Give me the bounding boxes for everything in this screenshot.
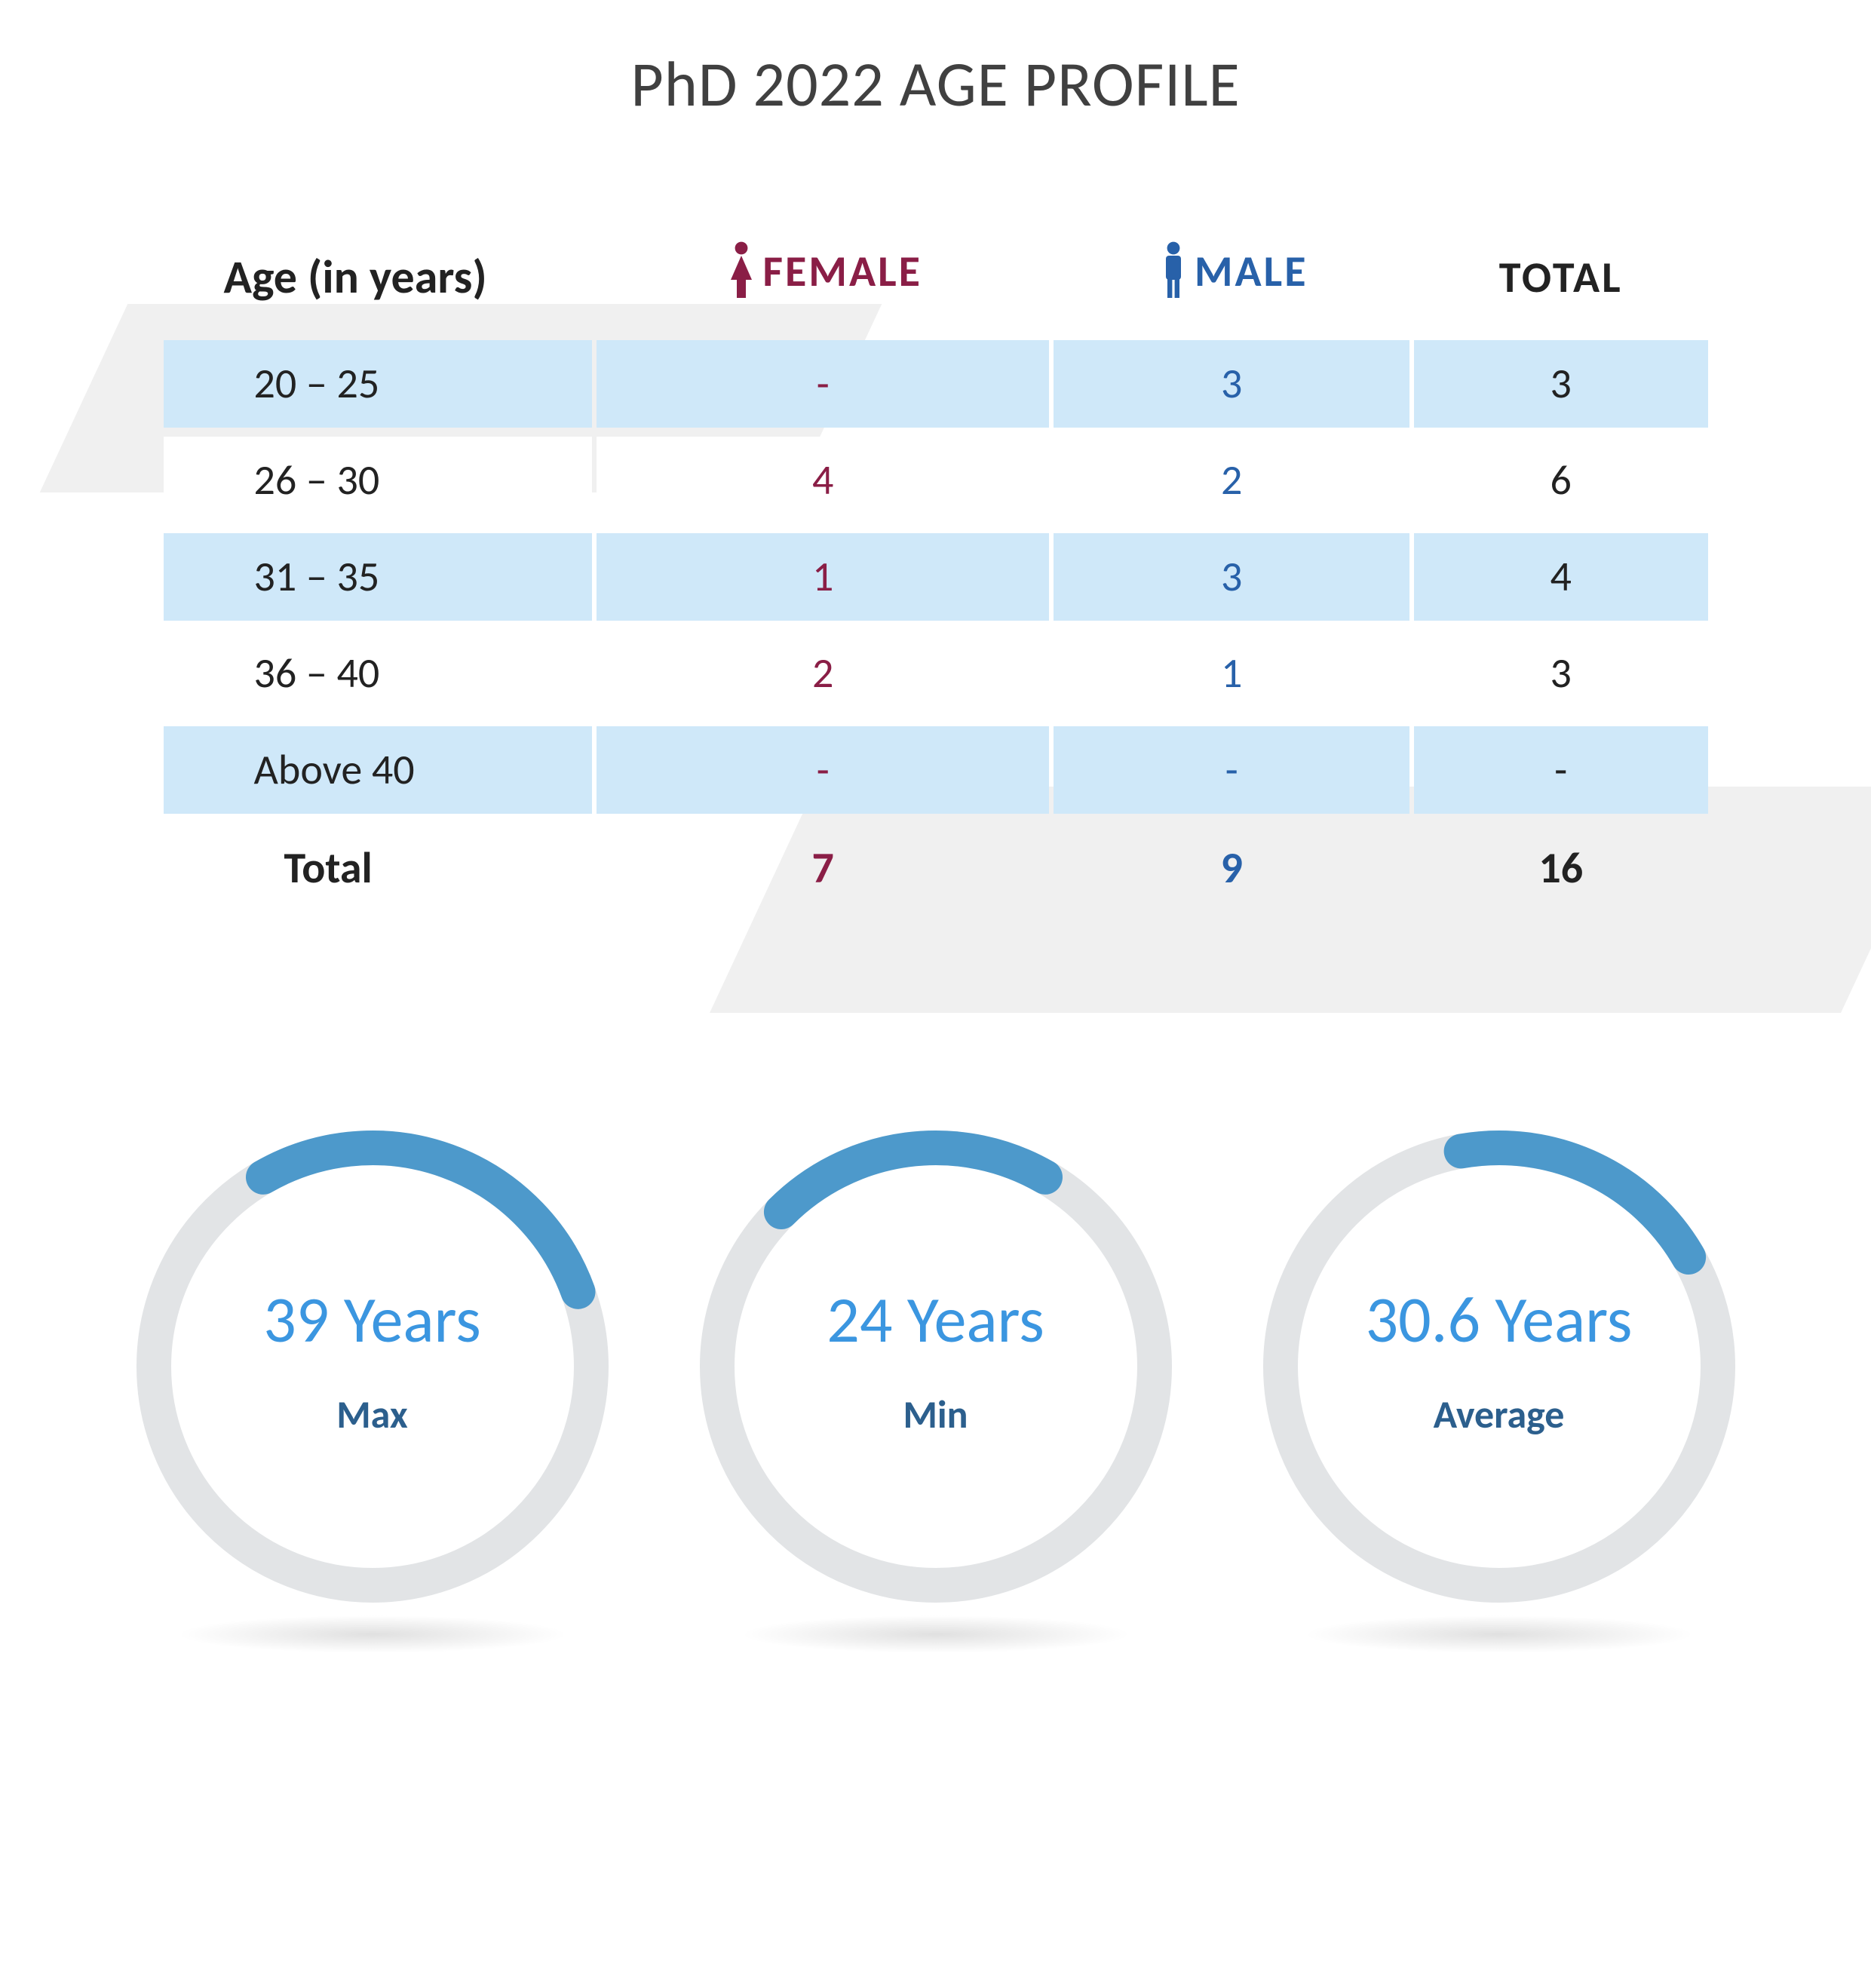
cell-male: 2 — [1054, 437, 1409, 524]
header-female-label: FEMALE — [762, 244, 922, 298]
header-male-label: MALE — [1195, 244, 1308, 298]
gauge-shadow — [1303, 1615, 1695, 1653]
cell-age: 31 – 35 — [164, 533, 592, 621]
page-title: PhD 2022 AGE PROFILE — [60, 45, 1811, 123]
cell-age: 26 – 30 — [164, 437, 592, 524]
table-row: 20 – 25-33 — [164, 340, 1708, 428]
cell-female: - — [597, 726, 1050, 814]
cell-total-male: 9 — [1054, 823, 1409, 913]
gauge: 39 YearsMax — [124, 1118, 621, 1631]
cell-age: 36 – 40 — [164, 630, 592, 717]
header-female: FEMALE — [597, 222, 1050, 331]
cell-total-female: 7 — [597, 823, 1050, 913]
gauge-shadow — [740, 1615, 1132, 1653]
cell-total-label: Total — [164, 823, 592, 913]
table-row: 36 – 40213 — [164, 630, 1708, 717]
header-age: Age (in years) — [164, 222, 592, 331]
table-total-row: Total7916 — [164, 823, 1708, 913]
age-table-container: Age (in years) FEMALE — [159, 213, 1713, 922]
cell-total: 3 — [1414, 630, 1708, 717]
gauge-shadow — [176, 1615, 569, 1653]
gauge-ring — [687, 1118, 1185, 1615]
cell-age: 20 – 25 — [164, 340, 592, 428]
gauge: 30.6 YearsAverage — [1250, 1118, 1748, 1631]
gauges-row: 39 YearsMax24 YearsMin30.6 YearsAverage — [106, 1118, 1765, 1631]
cell-total-total: 16 — [1414, 823, 1708, 913]
cell-male: 3 — [1054, 533, 1409, 621]
table-row: Above 40--- — [164, 726, 1708, 814]
cell-male: 1 — [1054, 630, 1409, 717]
cell-male: 3 — [1054, 340, 1409, 428]
cell-total: - — [1414, 726, 1708, 814]
gauge-ring — [124, 1118, 621, 1615]
gauge: 24 YearsMin — [687, 1118, 1185, 1631]
female-icon — [723, 241, 759, 301]
male-icon — [1155, 241, 1192, 301]
cell-total: 6 — [1414, 437, 1708, 524]
cell-female: - — [597, 340, 1050, 428]
cell-total: 4 — [1414, 533, 1708, 621]
cell-female: 4 — [597, 437, 1050, 524]
cell-age: Above 40 — [164, 726, 592, 814]
header-male: MALE — [1054, 222, 1409, 331]
cell-female: 1 — [597, 533, 1050, 621]
cell-male: - — [1054, 726, 1409, 814]
cell-female: 2 — [597, 630, 1050, 717]
header-total: TOTAL — [1414, 222, 1708, 331]
table-row: 26 – 30426 — [164, 437, 1708, 524]
gauge-ring — [1250, 1118, 1748, 1615]
cell-total: 3 — [1414, 340, 1708, 428]
table-row: 31 – 35134 — [164, 533, 1708, 621]
age-profile-table: Age (in years) FEMALE — [159, 213, 1713, 922]
